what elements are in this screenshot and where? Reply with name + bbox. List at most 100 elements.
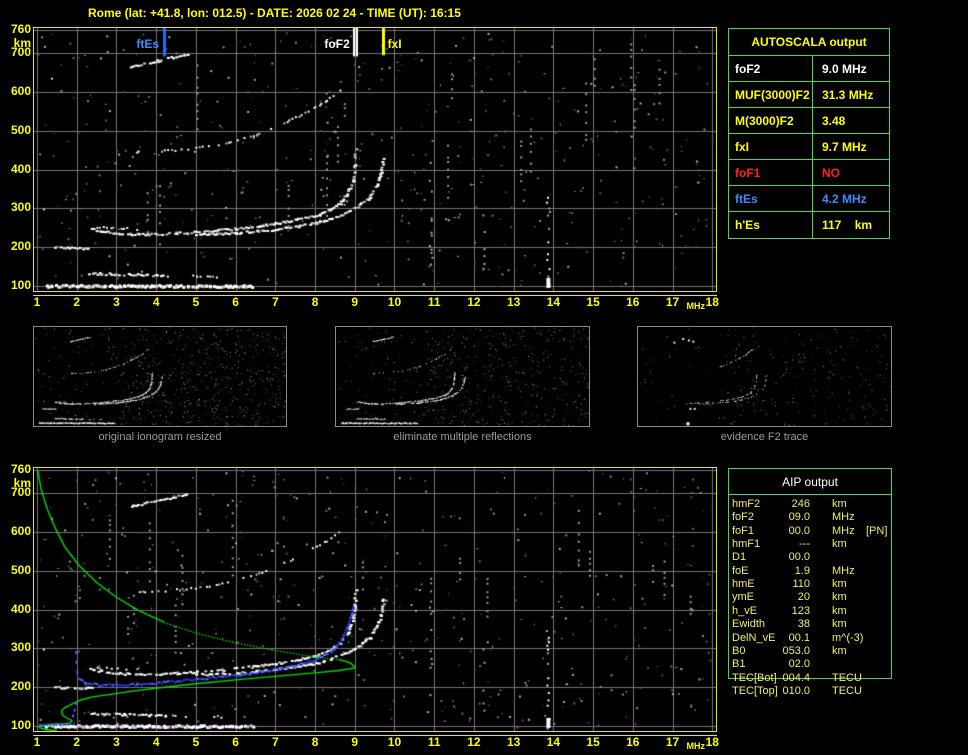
aip-row-label: hmF1 bbox=[732, 538, 761, 551]
marker-label-fxI: fxI bbox=[387, 37, 402, 51]
y-axis-tick-label: 100 bbox=[10, 718, 31, 732]
aip-row: TEC[Bot] 004.4 TECU bbox=[728, 672, 898, 685]
autoscala-row-label: fxI bbox=[729, 134, 813, 159]
x-axis-tick-label: 11 bbox=[427, 295, 441, 309]
x-axis-tick-label: 18 bbox=[705, 735, 719, 749]
aip-table-rows: hmF2 246 km foF2 09.0 MHz foF1 00.0 MHz [PN] hmF1 -… bbox=[728, 498, 898, 708]
aip-row-value: 110 bbox=[792, 578, 810, 591]
y-axis-tick-label: 300 bbox=[10, 200, 31, 215]
aip-row-value: 00.0 bbox=[788, 551, 810, 564]
y-axis-unit-label: km bbox=[13, 476, 31, 490]
aip-table: AIP output bbox=[728, 468, 892, 679]
x-axis-unit-label: MHz bbox=[686, 741, 706, 751]
x-axis-tick-label: 14 bbox=[546, 735, 561, 749]
y-axis-unit-label: km bbox=[13, 36, 31, 50]
aip-row-unit: m^(-3) bbox=[832, 631, 864, 644]
aip-row-unit: km bbox=[832, 498, 847, 510]
x-axis-tick-label: 8 bbox=[311, 735, 319, 749]
autoscala-row-value: NO bbox=[822, 165, 840, 180]
aip-row-unit: km bbox=[832, 618, 847, 631]
x-axis-tick-label: 9 bbox=[351, 295, 359, 309]
y-axis-tick-label: 760 bbox=[10, 462, 31, 476]
x-axis-tick-label: 12 bbox=[467, 295, 481, 309]
autoscala-row-value: 31.3 MHz bbox=[822, 87, 874, 102]
aip-row: foF2 09.0 MHz bbox=[728, 511, 898, 524]
x-axis-tick-label: 5 bbox=[192, 735, 200, 749]
x-axis-tick-label: 16 bbox=[626, 735, 640, 749]
autoscala-row: MUF(3000)F2 31.3 MHz bbox=[729, 82, 889, 108]
y-axis-tick-label: 700 bbox=[10, 485, 31, 500]
y-axis-tick-label: 400 bbox=[10, 601, 31, 616]
aip-row-value: 09.0 bbox=[788, 511, 810, 524]
aip-row-value: 00.0 bbox=[788, 524, 810, 537]
autoscala-row: M(3000)F2 3.48 bbox=[729, 108, 889, 134]
autoscala-table-rows: foF2 9.0 MHz MUF(3000)F2 31.3 MHz M(3000)F2 3… bbox=[729, 56, 889, 238]
autoscala-row-value: 3.48 bbox=[822, 113, 846, 128]
aip-row: B1 02.0 bbox=[728, 658, 898, 671]
aip-row: foF1 00.0 MHz [PN] bbox=[728, 525, 898, 538]
x-axis-tick-label: 10 bbox=[387, 295, 402, 309]
x-axis-tick-label: 4 bbox=[152, 295, 160, 309]
thumbnail-1-frame bbox=[33, 326, 287, 427]
aip-row-label: foE bbox=[732, 564, 749, 577]
bottom-ionogram-frame bbox=[33, 467, 717, 732]
thumbnail-2-caption: eliminate multiple reflections bbox=[393, 431, 532, 443]
aip-row: B0 053.0 km bbox=[728, 645, 898, 658]
x-axis-tick-label: 7 bbox=[271, 735, 279, 749]
aip-row-value: 004.4 bbox=[782, 671, 810, 684]
x-axis-tick-label: 2 bbox=[73, 295, 81, 309]
x-axis-tick-label: 4 bbox=[152, 735, 160, 749]
thumbnail-1-caption: original ionogram resized bbox=[98, 431, 222, 443]
marker-label-ftEs: ftEs bbox=[136, 37, 160, 51]
top-ionogram-canvas bbox=[34, 28, 716, 291]
autoscala-row-value: 9.7 MHz bbox=[822, 139, 867, 154]
autoscala-row-label: ftEs bbox=[729, 186, 813, 211]
aip-row-value: --- bbox=[799, 538, 810, 551]
aip-row-value: 38 bbox=[797, 618, 810, 631]
x-axis-tick-label: 8 bbox=[311, 295, 319, 309]
autoscala-row-value: 4.2 MHz bbox=[822, 191, 867, 206]
top-ionogram-baseline bbox=[33, 295, 717, 296]
autoscala-row-label: foF2 bbox=[729, 56, 813, 81]
x-axis-tick-label: 1 bbox=[33, 735, 41, 749]
page-title: Rome (lat: +41.8, lon: 012.5) - DATE: 20… bbox=[88, 6, 461, 20]
x-axis-tick-label: 6 bbox=[232, 295, 239, 309]
aip-row-unit: TECU bbox=[832, 671, 862, 684]
y-axis-tick-label: 100 bbox=[10, 278, 31, 292]
x-axis-tick-label: 13 bbox=[506, 295, 521, 309]
x-axis-tick-label: 16 bbox=[626, 295, 640, 309]
aip-row-value: 246 bbox=[791, 498, 810, 510]
aip-row-unit: MHz bbox=[832, 524, 855, 537]
x-axis-tick-label: 17 bbox=[665, 735, 680, 749]
autoscala-row-label: foF1 bbox=[729, 160, 813, 185]
aip-row: foE 1.9 MHz bbox=[728, 565, 898, 578]
autoscala-row: foF1 NO bbox=[729, 160, 889, 186]
aip-row: hmE 110 km bbox=[728, 578, 898, 591]
aip-row-unit: km bbox=[832, 644, 847, 657]
aip-row-unit: TECU bbox=[832, 684, 862, 697]
autoscala-row: h'Es 117 km bbox=[729, 212, 889, 238]
y-axis-tick-label: 760 bbox=[10, 22, 31, 36]
y-axis-tick-label: 500 bbox=[10, 122, 31, 137]
aip-row-label: Ewidth bbox=[732, 618, 766, 631]
x-axis-tick-label: 18 bbox=[705, 295, 719, 309]
aip-row-label: foF1 bbox=[732, 524, 755, 537]
x-axis-tick-label: 14 bbox=[546, 295, 561, 309]
x-axis-unit-label: MHz bbox=[686, 301, 706, 311]
aip-row-unit: km bbox=[832, 578, 847, 591]
aip-row-unit: km bbox=[832, 591, 847, 604]
autoscala-row-label: M(3000)F2 bbox=[729, 108, 813, 133]
x-axis-tick-label: 11 bbox=[427, 735, 441, 749]
aip-row-value: 20 bbox=[797, 591, 810, 604]
aip-row: D1 00.0 bbox=[728, 551, 898, 564]
thumbnail-2-frame bbox=[335, 326, 590, 427]
x-axis-tick-label: 1 bbox=[33, 295, 41, 309]
autoscala-row-value: 117 km bbox=[822, 218, 873, 232]
autoscala-row: fxI 9.7 MHz bbox=[729, 134, 889, 160]
x-axis-tick-label: 3 bbox=[113, 735, 120, 749]
aip-row-value: 02.0 bbox=[788, 658, 810, 671]
x-axis-tick-label: 2 bbox=[73, 735, 81, 749]
x-axis-tick-label: 10 bbox=[387, 735, 402, 749]
autoscala-row-label: h'Es bbox=[729, 212, 813, 238]
